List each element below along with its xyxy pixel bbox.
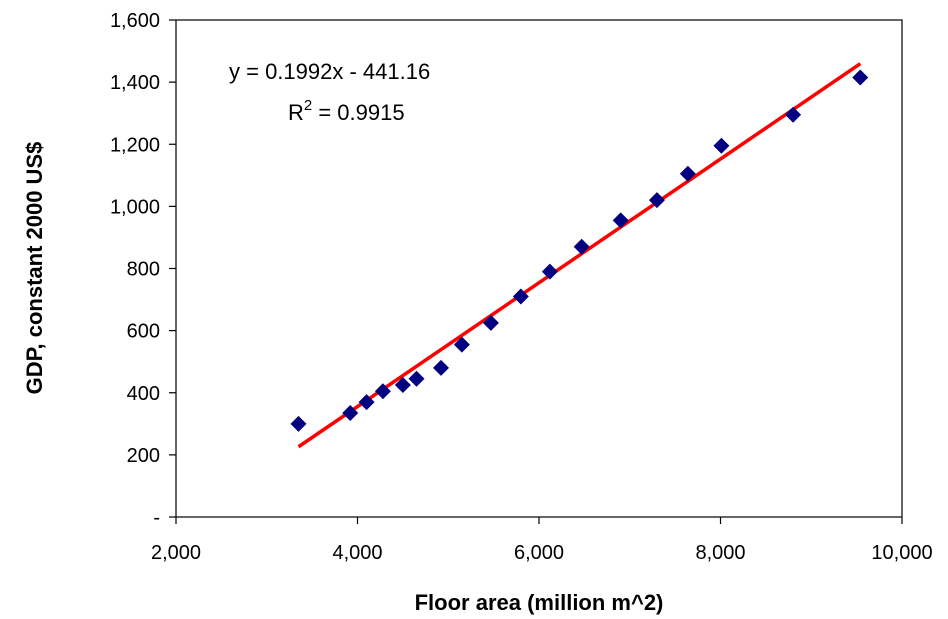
r-squared-superscript: 2: [304, 97, 312, 114]
y-tick-label: -: [153, 507, 160, 529]
data-point: [648, 192, 665, 209]
y-axis: - 200 400 600 800 1,000 1,200 1,400 1,600: [110, 10, 176, 529]
data-point: [394, 376, 411, 393]
data-point: [573, 238, 590, 255]
y-tick-label: 1,400: [110, 72, 160, 94]
data-point: [679, 165, 696, 182]
data-point: [408, 370, 425, 387]
x-tick-label: 8,000: [695, 542, 745, 564]
r-squared-prefix: R: [288, 100, 304, 125]
data-point: [374, 383, 391, 400]
data-point: [512, 288, 529, 305]
data-point: [541, 263, 558, 280]
data-points: [290, 69, 869, 432]
r-squared-label: R2 = 0.9915: [288, 97, 405, 125]
plot-area: [175, 19, 903, 518]
data-point: [342, 404, 359, 421]
data-point: [482, 314, 499, 331]
y-tick-label: 1,200: [110, 134, 160, 156]
x-tick-label: 6,000: [514, 542, 564, 564]
y-tick-label: 1,600: [110, 10, 160, 32]
y-axis-title: GDP, constant 2000 US$: [22, 142, 47, 395]
y-tick-label: 200: [127, 445, 160, 467]
y-tick-label: 1,000: [110, 196, 160, 218]
y-tick-label: 600: [127, 321, 160, 343]
data-point: [612, 212, 629, 229]
x-tick-label: 2,000: [151, 542, 201, 564]
x-tick-label: 4,000: [332, 542, 382, 564]
trendline: [297, 62, 862, 449]
x-axis-title: Floor area (million m^2): [415, 590, 664, 615]
x-axis: 2,000 4,000 6,000 8,000 10,000: [151, 517, 933, 564]
data-point: [713, 137, 730, 154]
x-tick-label: 10,000: [871, 542, 932, 564]
data-point: [358, 394, 375, 411]
y-tick-label: 800: [127, 259, 160, 281]
data-point: [785, 106, 802, 123]
data-point: [432, 359, 449, 376]
r-squared-value: = 0.9915: [312, 100, 404, 125]
y-tick-label: 400: [127, 383, 160, 405]
data-point: [852, 69, 869, 86]
equation-label: y = 0.1992x - 441.16: [229, 59, 430, 84]
data-point: [290, 415, 307, 432]
data-point: [453, 336, 470, 353]
